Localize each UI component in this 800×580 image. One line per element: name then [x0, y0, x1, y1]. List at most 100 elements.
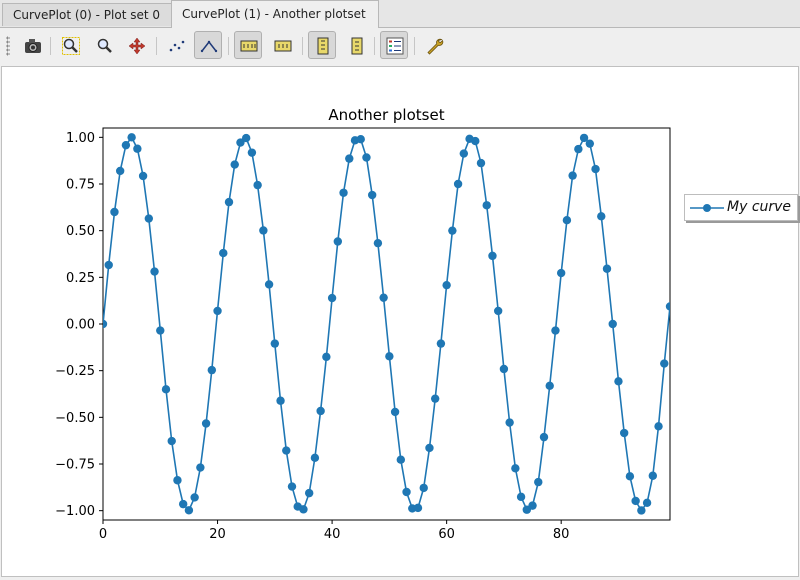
data-point: [385, 352, 394, 361]
data-point: [196, 463, 205, 472]
zoom-in-button[interactable]: [56, 31, 84, 59]
data-point: [150, 267, 159, 276]
lines-style-icon: [200, 40, 218, 53]
x-tick-label: 0: [99, 527, 107, 542]
legend-icon: [386, 37, 404, 55]
x-tick-label: 60: [438, 527, 455, 542]
data-point: [184, 506, 194, 515]
data-point: [574, 144, 583, 154]
toolbar-separator: [414, 37, 415, 55]
data-point: [516, 492, 526, 502]
data-point: [213, 306, 222, 316]
data-point: [167, 436, 176, 446]
data-point: [453, 179, 463, 189]
y-log-scale-button[interactable]: [268, 31, 296, 59]
pan-button[interactable]: [122, 31, 150, 59]
data-point: [551, 326, 560, 335]
legend-entry-label: My curve: [727, 199, 792, 215]
data-point: [367, 190, 377, 200]
data-point: [144, 214, 154, 223]
series-line: [103, 135, 670, 512]
data-point: [110, 207, 119, 217]
data-point: [190, 493, 199, 502]
x-log-scale-button[interactable]: [234, 31, 262, 59]
legend-button[interactable]: [380, 31, 408, 59]
data-point: [528, 501, 537, 510]
data-point: [339, 188, 348, 197]
data-point: [241, 133, 251, 143]
data-point: [471, 136, 480, 146]
x-tick-label: 20: [209, 527, 226, 542]
data-point: [648, 471, 658, 480]
plot-toolbar: [0, 28, 800, 64]
data-point: [299, 505, 308, 514]
data-point: [178, 499, 188, 509]
data-point: [230, 160, 239, 169]
data-point: [642, 498, 652, 508]
data-point: [304, 488, 314, 498]
data-point: [425, 443, 434, 453]
data-point: [264, 280, 274, 289]
points-style-icon: [169, 40, 185, 52]
data-point: [270, 339, 280, 348]
settings-button[interactable]: [420, 31, 448, 59]
data-point: [488, 251, 497, 261]
data-point: [539, 432, 549, 442]
y-grid-button[interactable]: [342, 31, 370, 59]
x-grid-button[interactable]: [308, 31, 336, 59]
data-point: [459, 149, 469, 158]
plot-canvas[interactable]: Another plotset 0 20 40 60 80 1.00 0.75 0.50 0.25…: [1, 66, 799, 577]
data-point: [545, 381, 554, 390]
zoom-out-button[interactable]: [90, 31, 118, 59]
tab-bar: CurvePlot (0) - Plot set 0 CurvePlot (1)…: [0, 0, 800, 28]
data-point: [201, 419, 211, 428]
data-point: [276, 396, 285, 405]
data-point: [413, 503, 423, 513]
y-tick-label: 1.00: [66, 131, 95, 146]
data-point: [534, 477, 543, 487]
data-point: [608, 319, 617, 329]
data-point: [442, 280, 451, 290]
data-point: [625, 472, 635, 481]
data-point: [207, 365, 217, 375]
y-tick-label: 0.25: [66, 271, 95, 286]
tab-another-plotset[interactable]: CurvePlot (1) - Another plotset: [171, 0, 379, 28]
data-point: [619, 428, 629, 438]
data-point: [556, 268, 566, 278]
data-point: [402, 487, 411, 497]
y-tick-label: −0.25: [55, 364, 95, 379]
data-point: [133, 144, 142, 153]
chart-legend[interactable]: My curve: [684, 194, 798, 221]
data-point: [379, 293, 388, 302]
data-point: [115, 166, 125, 176]
data-point: [499, 364, 509, 374]
data-point: [390, 407, 400, 417]
y-tick-label: −0.50: [55, 411, 95, 426]
data-point: [597, 212, 606, 221]
data-point: [505, 418, 514, 427]
tab-plot-set-0[interactable]: CurvePlot (0) - Plot set 0: [2, 3, 172, 26]
toolbar-grip-icon[interactable]: [6, 36, 10, 56]
y-tick-label: −1.00: [55, 504, 95, 519]
data-point: [345, 154, 354, 163]
points-style-button[interactable]: [162, 31, 190, 59]
legend-marker-icon: [690, 204, 724, 212]
zoom-out-icon: [97, 38, 112, 53]
data-point: [327, 293, 337, 303]
data-point: [282, 446, 291, 455]
data-point: [362, 153, 371, 162]
data-point: [419, 483, 428, 493]
data-point: [665, 302, 670, 311]
x-grid-icon: [317, 37, 329, 55]
data-point: [127, 133, 136, 142]
data-point: [654, 422, 663, 431]
data-point: [310, 453, 320, 463]
toolbar-separator: [156, 37, 157, 55]
lines-style-button[interactable]: [194, 31, 222, 59]
data-point: [602, 264, 612, 273]
data-point: [161, 385, 171, 394]
toolbar-separator: [50, 37, 51, 55]
data-point: [637, 506, 646, 515]
data-point: [511, 464, 520, 473]
snapshot-button[interactable]: [18, 31, 46, 59]
